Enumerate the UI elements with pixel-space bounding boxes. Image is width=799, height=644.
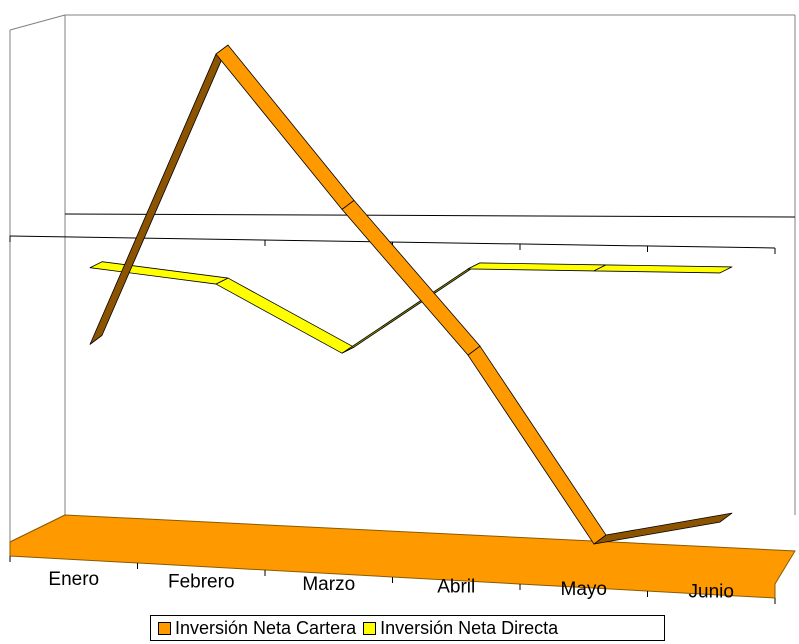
series-0-segment <box>467 345 607 545</box>
x-tick-label: Junio <box>689 582 734 603</box>
series-1-segment <box>467 262 607 272</box>
side-wall-top-edge <box>9 14 66 31</box>
x-tick-label: Marzo <box>302 574 355 595</box>
legend: Inversión Neta Cartera Inversión Neta Di… <box>150 615 665 641</box>
series-0-segment <box>593 512 733 545</box>
series-1-segment <box>215 277 355 354</box>
x-tick-label: Enero <box>48 569 99 590</box>
series-1-segment <box>89 261 229 285</box>
x-tick-label: Abril <box>437 577 475 598</box>
legend-swatch-directa <box>363 621 377 635</box>
x-tick-label: Mayo <box>561 579 607 600</box>
legend-item-directa: Inversión Neta Directa <box>363 618 558 639</box>
legend-label-cartera: Inversión Neta Cartera <box>175 617 357 638</box>
legend-swatch-cartera <box>158 621 171 635</box>
series-0-segment <box>341 200 481 356</box>
x-tick-label: Febrero <box>168 572 235 593</box>
series-1-segment <box>593 264 733 274</box>
legend-label-directa: Inversión Neta Directa <box>380 617 559 638</box>
back-zero-line <box>64 213 796 218</box>
series-0-segment <box>215 44 355 210</box>
series-0-segment <box>89 44 229 345</box>
legend-item-cartera: Inversión Neta Cartera <box>158 618 356 639</box>
